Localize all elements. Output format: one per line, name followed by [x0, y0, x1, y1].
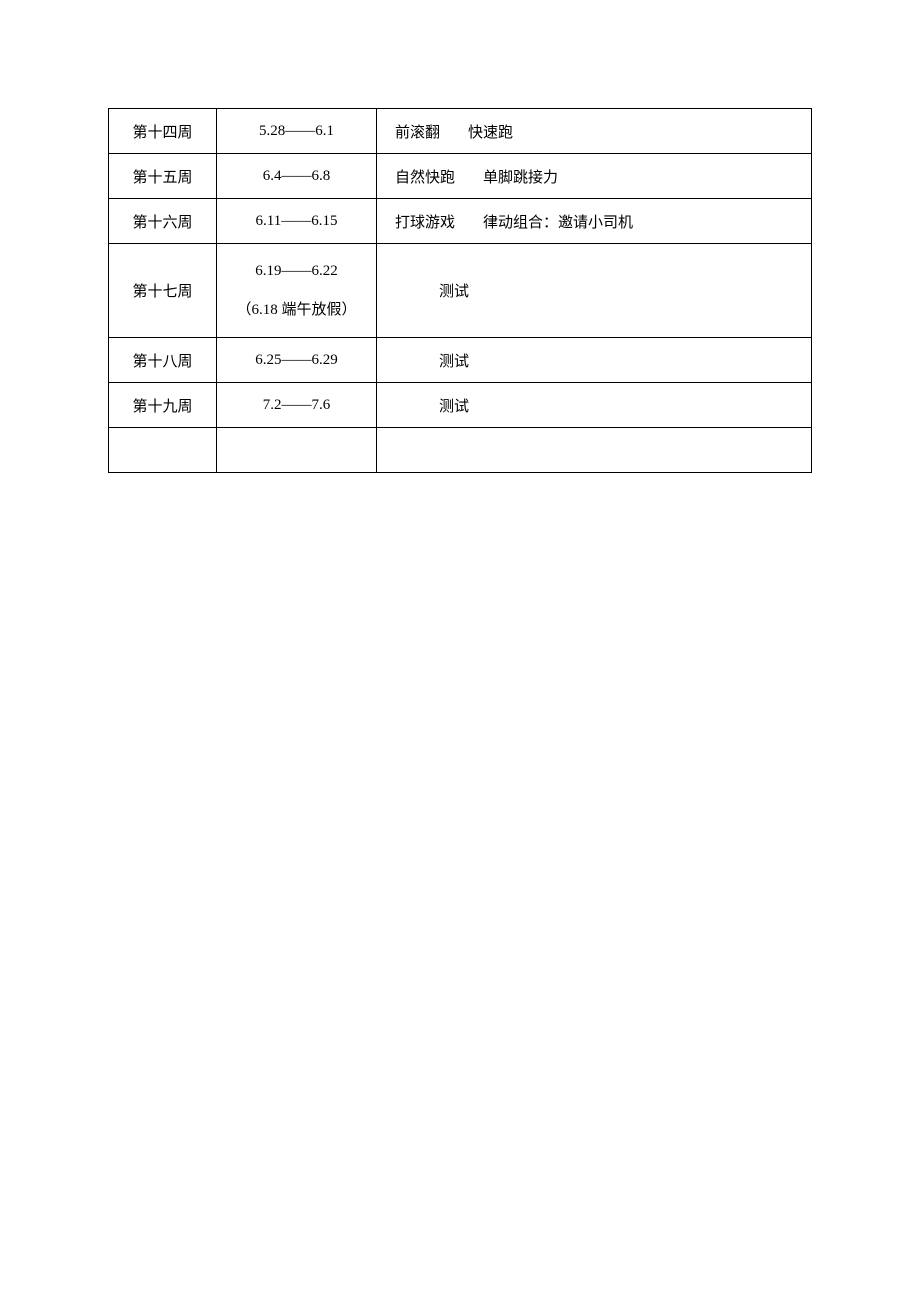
date-cell: 6.25——6.29	[217, 338, 377, 383]
week-cell: 第十五周	[109, 154, 217, 199]
table-row: 第十五周 6.4——6.8 自然快跑 单脚跳接力	[109, 154, 812, 199]
date-line-1: 6.19——6.22	[255, 252, 338, 291]
content-cell	[377, 428, 812, 473]
content-cell: 测试	[377, 244, 812, 338]
week-cell: 第十四周	[109, 109, 217, 154]
week-cell: 第十八周	[109, 338, 217, 383]
date-line-2: （6.18 端午放假）	[236, 291, 356, 330]
table-row: 第十七周 6.19——6.22 （6.18 端午放假） 测试	[109, 244, 812, 338]
date-cell: 6.11——6.15	[217, 199, 377, 244]
table-row: 第十四周 5.28——6.1 前滚翻 快速跑	[109, 109, 812, 154]
table-row: 第十六周 6.11——6.15 打球游戏 律动组合：邀请小司机	[109, 199, 812, 244]
content-text-b: 律动组合：邀请小司机	[483, 215, 633, 231]
content-cell: 测试	[377, 338, 812, 383]
date-cell: 6.4——6.8	[217, 154, 377, 199]
date-cell: 7.2——7.6	[217, 383, 377, 428]
content-cell: 自然快跑 单脚跳接力	[377, 154, 812, 199]
date-cell	[217, 428, 377, 473]
week-cell: 第十七周	[109, 244, 217, 338]
content-text-a: 测试	[439, 399, 469, 415]
content-text-a: 前滚翻	[395, 125, 440, 141]
content-cell: 打球游戏 律动组合：邀请小司机	[377, 199, 812, 244]
content-cell: 前滚翻 快速跑	[377, 109, 812, 154]
content-text-a: 测试	[439, 354, 469, 370]
week-cell: 第十六周	[109, 199, 217, 244]
content-text-b: 快速跑	[468, 125, 513, 141]
week-cell: 第十九周	[109, 383, 217, 428]
table-row: 第十八周 6.25——6.29 测试	[109, 338, 812, 383]
content-text-a: 自然快跑	[395, 170, 455, 186]
table-row: 第十九周 7.2——7.6 测试	[109, 383, 812, 428]
date-cell: 6.19——6.22 （6.18 端午放假）	[217, 244, 377, 338]
date-cell: 5.28——6.1	[217, 109, 377, 154]
week-cell	[109, 428, 217, 473]
schedule-table: 第十四周 5.28——6.1 前滚翻 快速跑 第十五周 6.4——6.8 自然快跑…	[108, 108, 812, 473]
content-text-a: 测试	[439, 284, 469, 300]
content-cell: 测试	[377, 383, 812, 428]
table-row	[109, 428, 812, 473]
content-text-a: 打球游戏	[395, 215, 455, 231]
content-text-b: 单脚跳接力	[483, 170, 558, 186]
